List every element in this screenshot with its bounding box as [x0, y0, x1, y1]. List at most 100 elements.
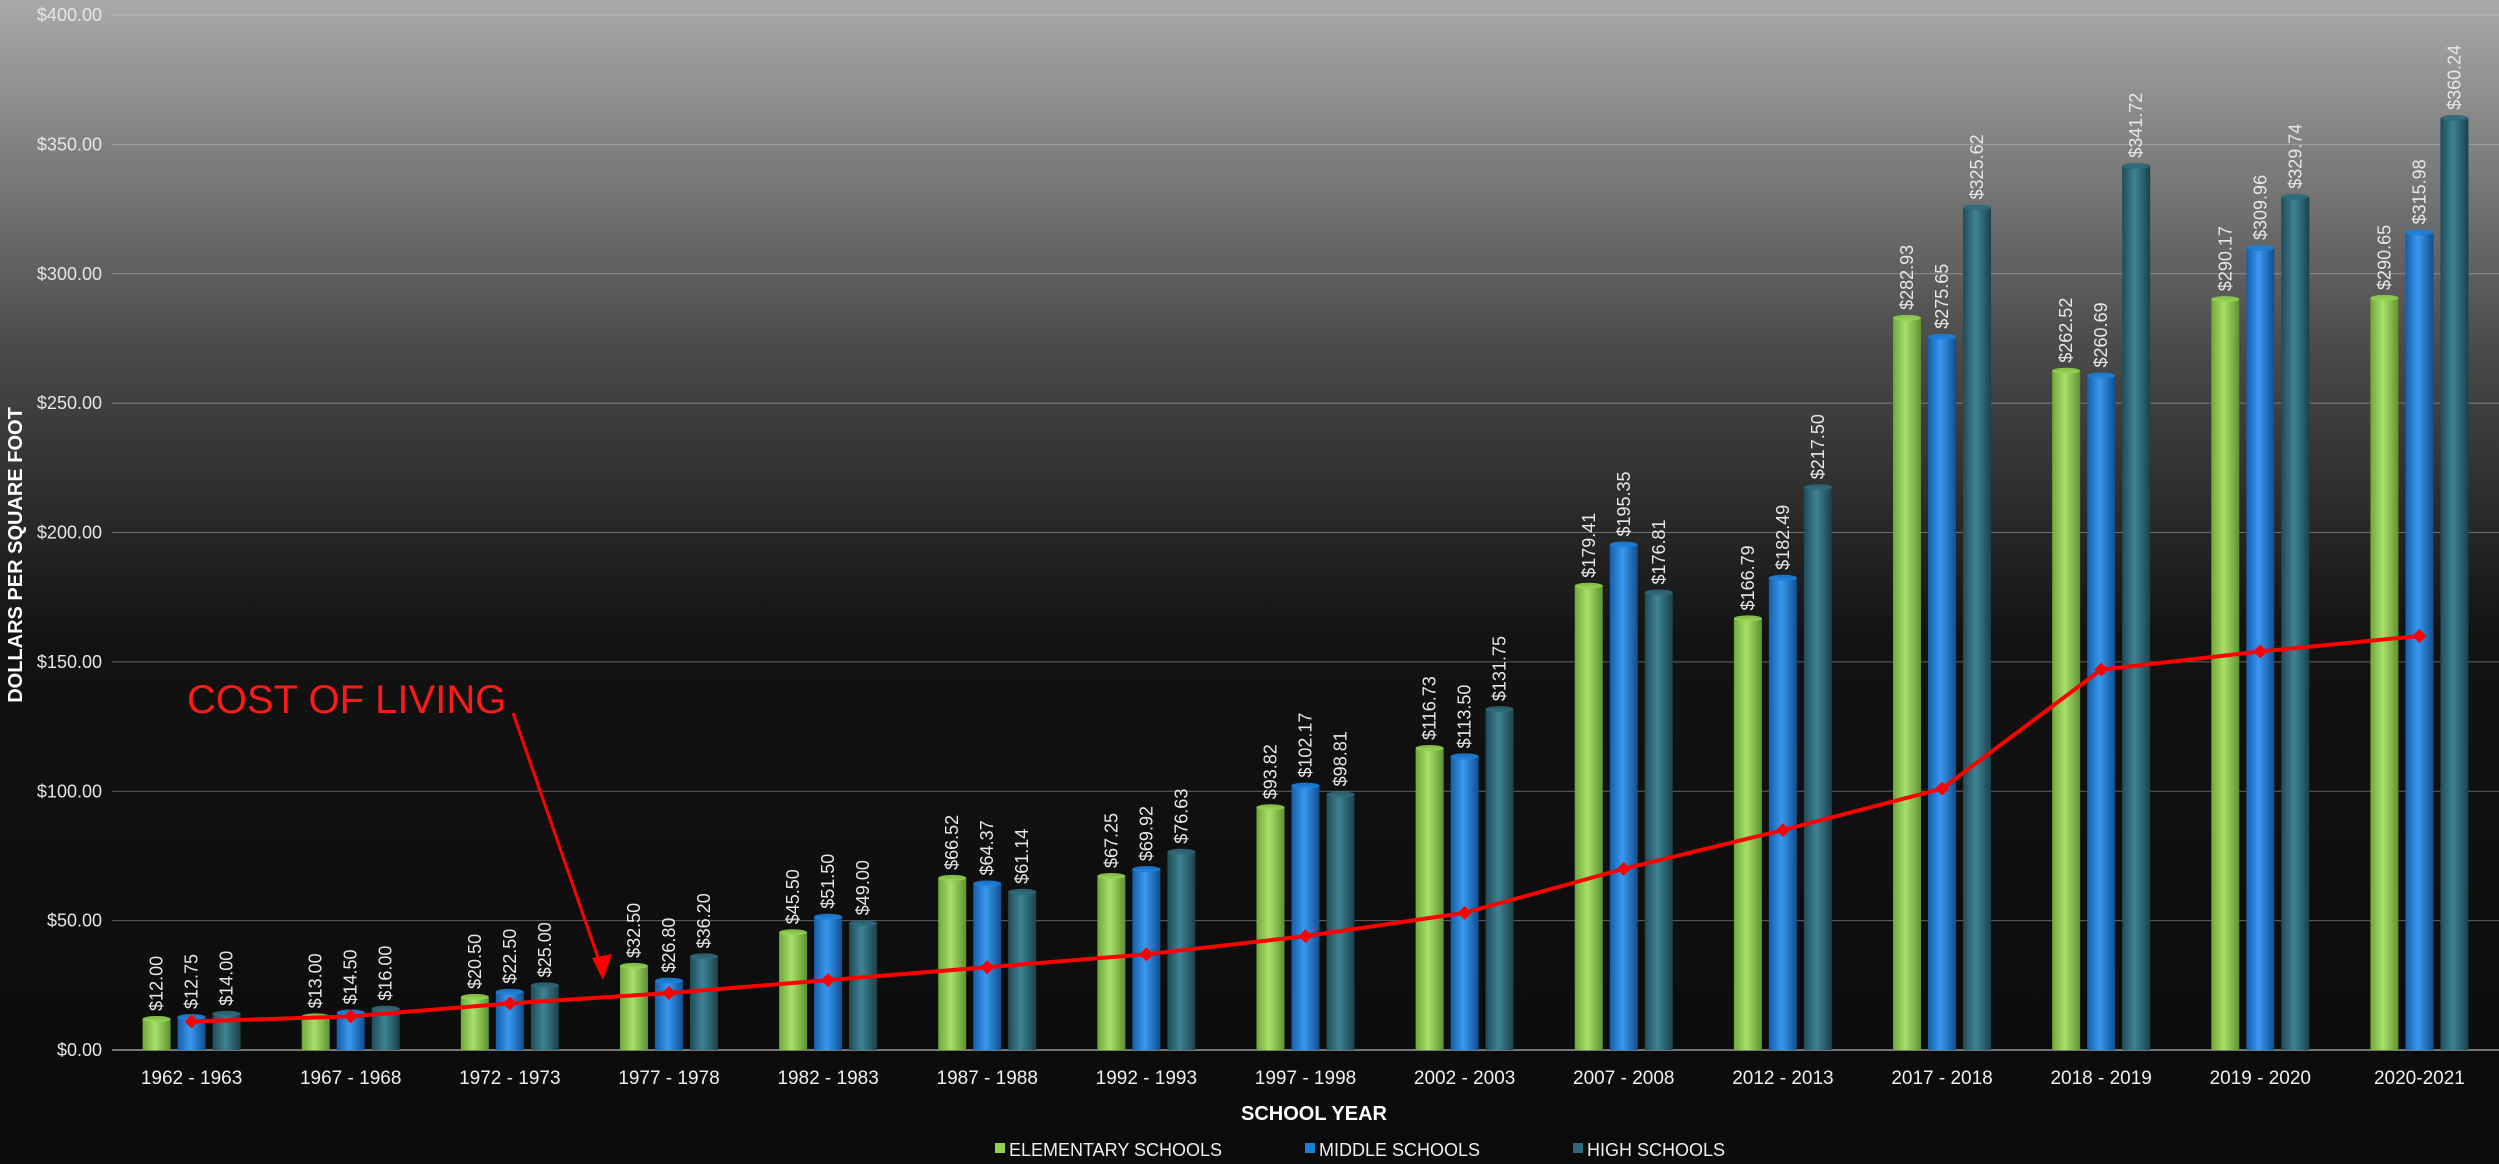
data-label-middle: $195.35 — [1614, 471, 1634, 536]
x-tick-label: 2019 - 2020 — [2210, 1068, 2311, 1089]
cost-of-living-point — [2094, 662, 2109, 677]
y-tick-label: $350.00 — [37, 134, 102, 154]
bar-top-middle — [1291, 782, 1320, 789]
data-label-high: $329.74 — [2285, 124, 2305, 189]
annotation-label: COST OF LIVING — [187, 678, 506, 722]
bar-top-middle — [1609, 541, 1638, 548]
data-label-elementary: $179.41 — [1579, 513, 1599, 578]
x-tick-label: 2017 - 2018 — [1891, 1068, 1992, 1089]
bar-top-elementary — [1256, 804, 1285, 811]
bar-top-elementary — [142, 1015, 171, 1022]
bar-high — [1803, 487, 1832, 1050]
bar-elementary — [2370, 297, 2399, 1050]
data-label-elementary: $290.65 — [2374, 225, 2394, 290]
bar-top-high — [1167, 848, 1196, 855]
data-label-elementary: $13.00 — [306, 953, 326, 1008]
data-label-high: $25.00 — [535, 922, 555, 977]
data-label-high: $176.81 — [1649, 519, 1669, 584]
y-tick-label: $50.00 — [47, 911, 102, 931]
cost-of-living-line — [184, 629, 2427, 1029]
annotation: COST OF LIVING — [187, 678, 612, 980]
bar-elementary — [1893, 317, 1922, 1050]
legend-label-high: HIGH SCHOOLS — [1587, 1140, 1725, 1160]
data-label-elementary: $45.50 — [783, 869, 803, 924]
data-label-high: $131.75 — [1490, 636, 1510, 701]
y-tick-label: $400.00 — [37, 5, 102, 25]
bar-top-elementary — [2211, 296, 2240, 303]
bar-elementary — [2052, 370, 2081, 1050]
data-label-middle: $69.92 — [1136, 806, 1156, 861]
bar-elementary — [2211, 299, 2240, 1050]
bar-top-middle — [2087, 372, 2116, 379]
bar-top-high — [2122, 162, 2151, 169]
bar-elementary — [1256, 807, 1285, 1050]
cost-of-living-point — [661, 986, 676, 1001]
y-tick-label: $100.00 — [37, 781, 102, 801]
bar-elementary — [938, 877, 967, 1050]
x-tick-label: 1967 - 1968 — [300, 1068, 401, 1089]
data-label-high: $49.00 — [853, 860, 873, 915]
legend-swatch-elementary — [995, 1143, 1005, 1153]
bar-elementary — [301, 1016, 330, 1050]
data-label-high: $325.62 — [1967, 134, 1987, 199]
legend-swatch-middle — [1305, 1143, 1315, 1153]
bar-top-middle — [654, 977, 683, 984]
bar-top-high — [1008, 888, 1037, 895]
bar-elementary — [1097, 875, 1126, 1050]
bar-high — [849, 923, 878, 1050]
bar-top-middle — [2246, 244, 2275, 251]
data-label-middle: $182.49 — [1773, 505, 1793, 570]
bar-top-middle — [973, 880, 1002, 887]
bar-top-high — [1803, 484, 1832, 491]
y-axis-title: DOLLARS PER SQUARE FOOT — [5, 407, 27, 703]
cost-of-living-point — [1139, 947, 1154, 962]
cost-of-living-point — [2253, 644, 2268, 659]
bar-elementary — [779, 932, 808, 1050]
bar-high — [1008, 891, 1037, 1050]
bar-top-high — [1485, 706, 1514, 713]
data-label-elementary: $67.25 — [1101, 813, 1121, 868]
x-tick-label: 2007 - 2008 — [1573, 1068, 1674, 1089]
data-label-high: $61.14 — [1012, 829, 1032, 884]
bar-top-high — [1963, 204, 1992, 211]
bar-top-middle — [1768, 574, 1797, 581]
data-label-high: $341.72 — [2126, 93, 2146, 158]
cost-of-living-point — [1457, 905, 1472, 920]
x-tick-label: 2018 - 2019 — [2050, 1068, 2151, 1089]
bar-middle — [1450, 756, 1479, 1050]
cost-of-living-point — [1935, 781, 1950, 796]
bars — [142, 114, 2469, 1051]
bar-top-high — [849, 920, 878, 927]
data-label-middle: $14.50 — [341, 949, 361, 1004]
bar-top-middle — [2405, 229, 2434, 236]
bar-elementary — [142, 1018, 171, 1050]
data-label-middle: $260.69 — [2091, 302, 2111, 367]
data-label-high: $76.63 — [1171, 789, 1191, 844]
data-label-elementary: $166.79 — [1738, 545, 1758, 610]
bar-high — [689, 956, 718, 1050]
data-label-middle: $275.65 — [1932, 264, 1952, 329]
bar-elementary — [1415, 747, 1444, 1050]
bar-high — [1326, 794, 1355, 1050]
data-label-elementary: $290.17 — [2215, 226, 2235, 291]
bar-high — [1963, 207, 1992, 1050]
bar-top-high — [530, 982, 559, 989]
y-tick-label: $150.00 — [37, 652, 102, 672]
bar-top-elementary — [1097, 872, 1126, 879]
x-tick-label: 1997 - 1998 — [1255, 1068, 1356, 1089]
annotation-arrow — [511, 712, 605, 973]
data-label-middle: $113.50 — [1455, 685, 1475, 749]
x-tick-label: 2012 - 2013 — [1732, 1068, 1833, 1089]
data-label-high: $217.50 — [1808, 414, 1828, 479]
data-label-middle: $315.98 — [2409, 159, 2429, 224]
bar-elementary — [619, 965, 648, 1050]
bar-top-elementary — [1574, 582, 1603, 589]
y-tick-label: $250.00 — [37, 393, 102, 413]
data-label-elementary: $66.52 — [942, 815, 962, 870]
bar-top-elementary — [619, 962, 648, 969]
data-label-high: $36.20 — [694, 893, 714, 948]
x-tick-label: 2002 - 2003 — [1414, 1068, 1515, 1089]
cost-of-living-point — [343, 1009, 358, 1024]
